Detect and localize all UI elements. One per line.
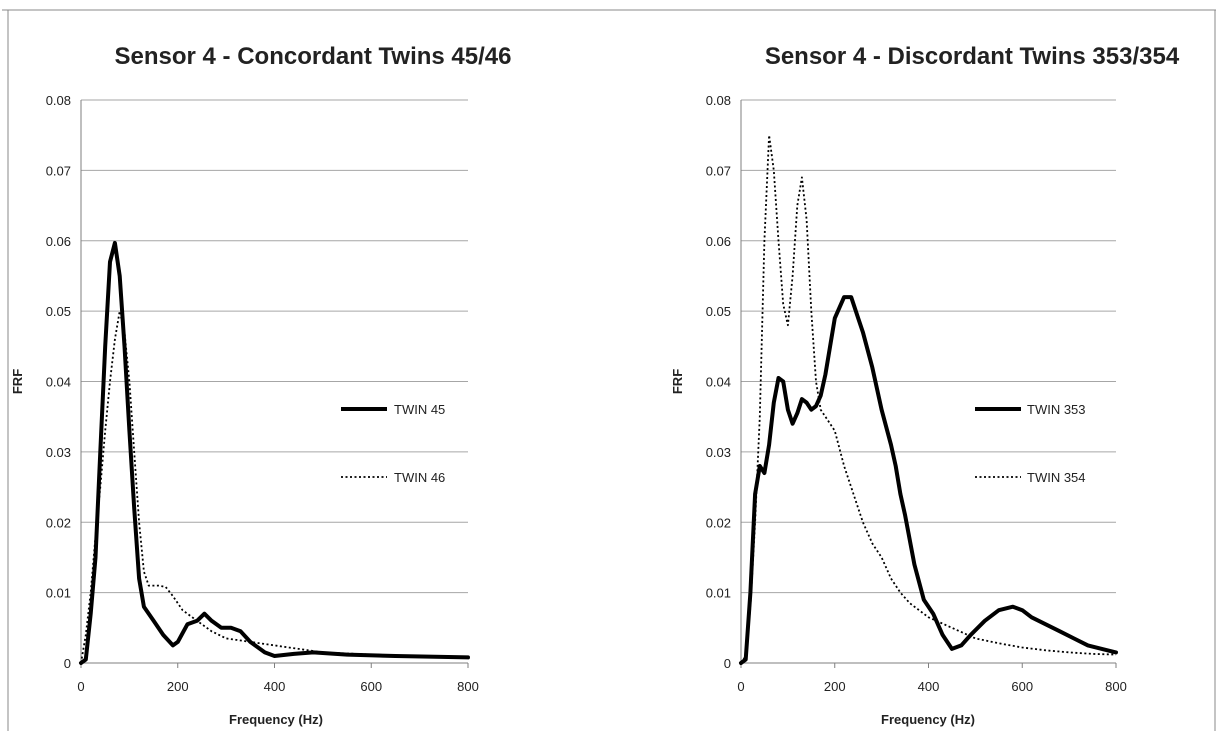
legend-label: TWIN 45 [394, 402, 445, 417]
y-tick-label: 0.03 [46, 445, 71, 460]
legend-label: TWIN 46 [394, 470, 445, 485]
y-tick-label: 0 [724, 656, 731, 671]
x-tick-label: 200 [824, 679, 846, 694]
y-tick-label: 0.07 [46, 163, 71, 178]
y-tick-label: 0.08 [706, 93, 731, 108]
chart-title: Sensor 4 - Concordant Twins 45/46 [115, 43, 512, 70]
series-line-twin-46 [80, 310, 469, 664]
x-tick-label: 800 [1105, 679, 1127, 694]
y-axis-label: FRF [670, 369, 685, 394]
y-axis-label: FRF [10, 369, 25, 394]
legend-label: TWIN 354 [1027, 470, 1086, 485]
x-tick-label: 800 [457, 679, 479, 694]
series-line-twin-45 [79, 240, 470, 665]
y-tick-label: 0.01 [46, 586, 71, 601]
y-tick-label: 0.06 [46, 234, 71, 249]
y-tick-label: 0.04 [706, 375, 731, 390]
y-tick-label: 0.02 [46, 515, 71, 530]
chart-title: Sensor 4 - Discordant Twins 353/354 [765, 43, 1180, 70]
x-tick-label: 200 [167, 679, 189, 694]
y-tick-label: 0.06 [706, 234, 731, 249]
y-tick-label: 0.03 [706, 445, 731, 460]
x-tick-label: 0 [77, 679, 84, 694]
chart-1: Sensor 4 - Concordant Twins 45/46 0 0.01 0.… [10, 43, 511, 727]
x-tick-label: 400 [264, 679, 286, 694]
y-tick-label: 0.05 [706, 304, 731, 319]
y-tick-label: 0.04 [46, 375, 71, 390]
x-axis-label: Frequency (Hz) [229, 712, 323, 727]
x-tick-label: 600 [360, 679, 382, 694]
legend-label: TWIN 353 [1027, 402, 1086, 417]
y-tick-label: 0.01 [706, 586, 731, 601]
y-tick-label: 0.05 [46, 304, 71, 319]
x-axis-label: Frequency (Hz) [881, 712, 975, 727]
y-tick-label: 0.02 [706, 515, 731, 530]
series-line-twin-353 [739, 295, 1118, 665]
y-tick-label: 0.08 [46, 93, 71, 108]
chart-2: Sensor 4 - Discordant Twins 353/354 0 0.01… [670, 43, 1180, 727]
series-line-twin-354 [740, 134, 1117, 664]
x-tick-label: 0 [737, 679, 744, 694]
y-tick-label: 0 [64, 656, 71, 671]
y-tick-label: 0.07 [706, 163, 731, 178]
x-tick-label: 600 [1011, 679, 1033, 694]
x-tick-label: 400 [918, 679, 940, 694]
